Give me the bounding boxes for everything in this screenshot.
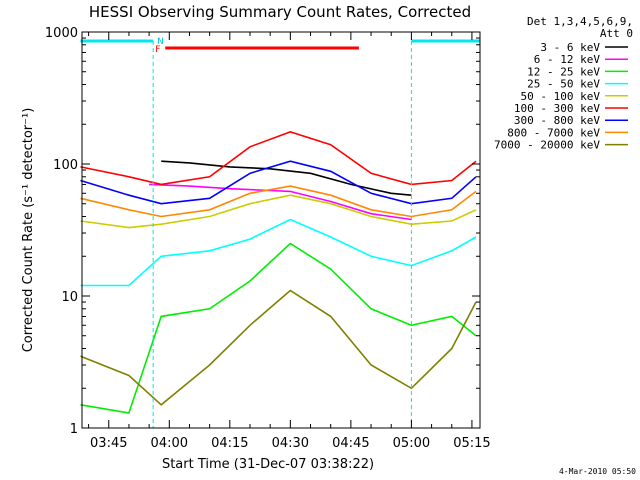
- x-tick-label: 04:30: [272, 436, 309, 451]
- legend-label-8: 7000 - 20000 keV: [494, 139, 600, 152]
- night-flag-label: N: [157, 37, 164, 47]
- y-tick-label: 1: [70, 422, 78, 437]
- x-tick-label: 05:15: [453, 436, 490, 451]
- series-line-1: [149, 183, 412, 221]
- x-tick-label: 04:15: [211, 436, 248, 451]
- series-line-8: [80, 289, 477, 406]
- plot-series: [80, 131, 477, 414]
- y-tick-label: 1000: [45, 26, 78, 41]
- series-line-2: [80, 242, 477, 414]
- legend-header-line-2: Att 0: [600, 27, 633, 40]
- series-line-3: [80, 218, 477, 287]
- legend-label-7: 800 - 7000 keV: [507, 126, 600, 139]
- legend-label-5: 100 - 300 keV: [514, 102, 600, 115]
- y-tick-label: 100: [53, 158, 78, 173]
- footer-date: 4-Mar-2010 05:50: [559, 467, 636, 476]
- x-tick-label: 05:00: [393, 436, 430, 451]
- y-tick-label: 10: [61, 290, 78, 305]
- legend-label-2: 12 - 25 keV: [527, 65, 600, 78]
- y-axis-label: Corrected Count Rate (s⁻¹ detector⁻¹): [21, 108, 36, 353]
- chart-title: HESSI Observing Summary Count Rates, Cor…: [89, 3, 471, 21]
- series-line-0: [161, 160, 412, 196]
- series-line-4: [80, 194, 477, 229]
- legend-header-line-1: Det 1,3,4,5,6,9,: [527, 15, 633, 28]
- x-axis: 03:45 04:00 04:15 04:30 04:45 05:00 05:15: [88, 32, 491, 451]
- x-tick-label: 04:45: [332, 436, 369, 451]
- series-line-7: [80, 185, 477, 218]
- x-axis-label: Start Time (31-Dec-07 03:38:22): [162, 457, 374, 472]
- series-line-6: [80, 160, 477, 205]
- legend-label-1: 6 - 12 keV: [534, 53, 601, 66]
- flag-bars: FN: [80, 37, 480, 428]
- x-tick-label: 04:00: [151, 436, 188, 451]
- legend-label-4: 50 - 100 keV: [521, 90, 601, 103]
- legend-label-3: 25 - 50 keV: [527, 78, 600, 91]
- series-line-5: [80, 131, 477, 186]
- plot-frame: [81, 31, 481, 429]
- y-axis: 1 10 100 1000: [45, 26, 480, 437]
- legend-label-6: 300 - 800 keV: [514, 114, 600, 127]
- x-tick-label: 03:45: [90, 436, 127, 451]
- flare-flag-label: F: [155, 45, 160, 55]
- legend-label-0: 3 - 6 keV: [540, 41, 600, 54]
